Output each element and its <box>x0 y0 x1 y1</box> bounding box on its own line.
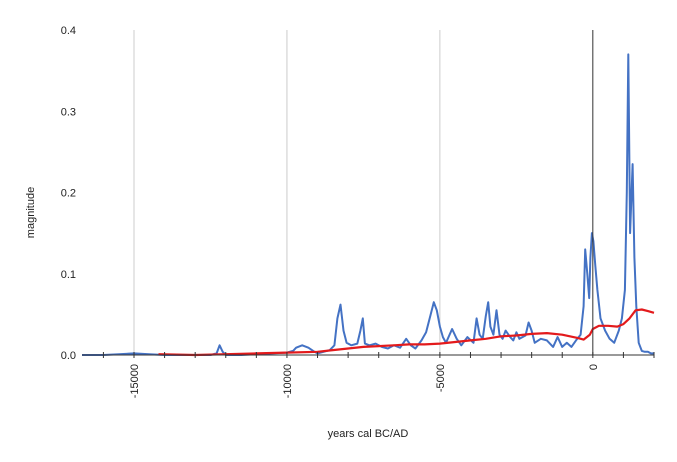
gridlines <box>133 30 441 355</box>
y-tick-label: 0.2 <box>61 188 76 200</box>
x-tick-label: -15000 <box>129 364 141 398</box>
x-tick-label: 0 <box>588 364 600 370</box>
axes <box>82 30 655 358</box>
x-tick-label: -5000 <box>435 364 447 392</box>
y-axis-title: magnitude <box>25 187 37 238</box>
y-tick-label: 0.0 <box>61 350 76 362</box>
y-tick-label: 0.3 <box>61 106 76 118</box>
series-group <box>82 53 655 357</box>
x-axis-title: years cal BC/AD <box>328 428 409 440</box>
tick-labels: 0.0 0.1 0.2 0.3 0.4 -15000 -10000 -5000 0 <box>61 25 600 398</box>
series-line-2 <box>158 308 655 357</box>
series-line-1 <box>82 53 654 356</box>
y-tick-label: 0.4 <box>61 25 76 37</box>
y-tick-label: 0.1 <box>61 269 76 281</box>
x-tick-label: -10000 <box>282 364 294 398</box>
